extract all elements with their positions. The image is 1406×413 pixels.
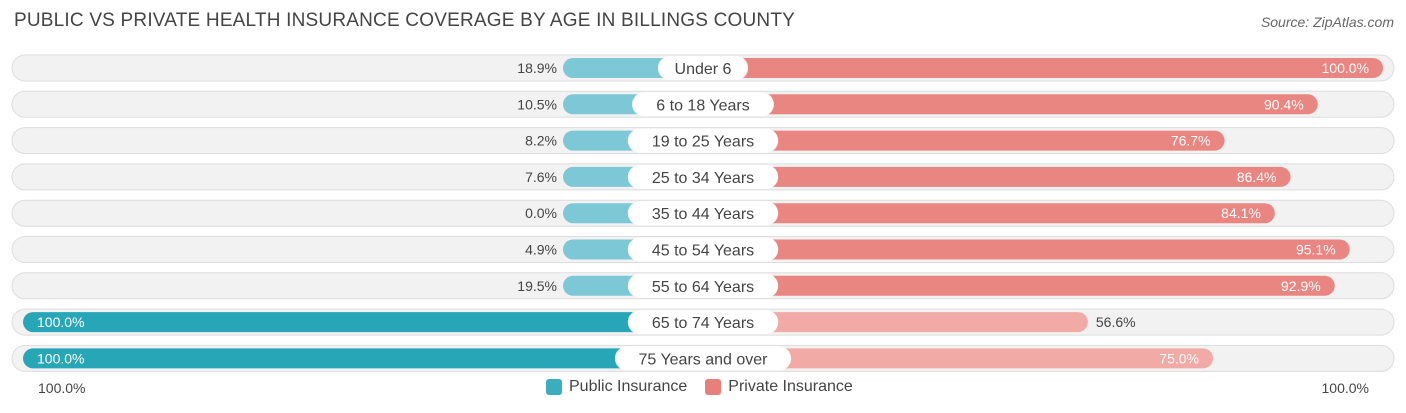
category-pill xyxy=(627,201,779,226)
category-label: 75 Years and over xyxy=(639,351,769,368)
private-bar xyxy=(703,275,1335,296)
private-value-label: 95.1% xyxy=(1296,242,1336,258)
legend-label-public: Public Insurance xyxy=(569,378,688,395)
private-value-label: 86.4% xyxy=(1237,169,1277,185)
public-value-label: 19.5% xyxy=(517,278,557,294)
category-pill xyxy=(614,346,792,371)
private-bar xyxy=(703,203,1275,224)
private-value-label: 84.1% xyxy=(1221,205,1261,221)
category-label: 35 to 44 Years xyxy=(652,206,754,223)
private-bar xyxy=(703,130,1225,151)
category-pill xyxy=(657,56,749,80)
public-value-label: 10.5% xyxy=(517,96,557,112)
category-label: 45 to 54 Years xyxy=(652,243,754,260)
category-pill xyxy=(627,273,779,298)
category-pill xyxy=(627,237,779,262)
private-bar xyxy=(703,312,1088,333)
private-value-label: 76.7% xyxy=(1171,133,1211,149)
legend-label-private: Private Insurance xyxy=(728,378,853,395)
public-bar xyxy=(23,312,703,333)
private-value-label: 90.4% xyxy=(1264,96,1304,112)
private-value-label: 92.9% xyxy=(1281,278,1321,294)
legend-swatch-private xyxy=(705,379,722,395)
category-pill xyxy=(627,310,779,335)
category-label: Under 6 xyxy=(675,61,732,78)
legend-item-private[interactable]: Private Insurance xyxy=(705,378,853,396)
public-value-label: 4.9% xyxy=(525,242,557,258)
category-label: 65 to 74 Years xyxy=(652,315,754,332)
public-value-label: 0.0% xyxy=(525,205,557,221)
chart-title: PUBLIC VS PRIVATE HEALTH INSURANCE COVER… xyxy=(14,10,796,31)
category-pill xyxy=(627,128,779,153)
private-bar xyxy=(703,166,1291,187)
category-label: 19 to 25 Years xyxy=(652,134,754,151)
private-bar xyxy=(703,239,1350,260)
public-value-label: 100.0% xyxy=(37,314,84,330)
private-value-label: 56.6% xyxy=(1096,314,1136,330)
category-pill xyxy=(632,92,774,117)
private-bar xyxy=(703,348,1213,369)
private-bar xyxy=(703,94,1318,115)
axis-left-label: 100.0% xyxy=(38,380,86,396)
category-label: 6 to 18 Years xyxy=(656,97,749,114)
source-label: Source: ZipAtlas.com xyxy=(1260,14,1394,30)
category-pill xyxy=(627,164,779,189)
legend-swatch-public xyxy=(546,379,562,395)
public-bar xyxy=(23,348,703,369)
public-value-label: 7.6% xyxy=(525,169,557,185)
category-label: 25 to 34 Years xyxy=(652,170,754,187)
category-label: 55 to 64 Years xyxy=(652,279,754,296)
legend-item-public[interactable]: Public Insurance xyxy=(546,378,687,396)
private-value-label: 75.0% xyxy=(1159,350,1199,366)
public-value-label: 8.2% xyxy=(525,133,557,149)
axis-right-label: 100.0% xyxy=(1321,380,1369,396)
private-value-label: 100.0% xyxy=(1322,60,1369,76)
private-bar xyxy=(703,58,1383,78)
public-value-label: 18.9% xyxy=(517,60,557,76)
public-value-label: 100.0% xyxy=(37,350,84,366)
legend: Public Insurance Private Insurance xyxy=(546,378,871,396)
